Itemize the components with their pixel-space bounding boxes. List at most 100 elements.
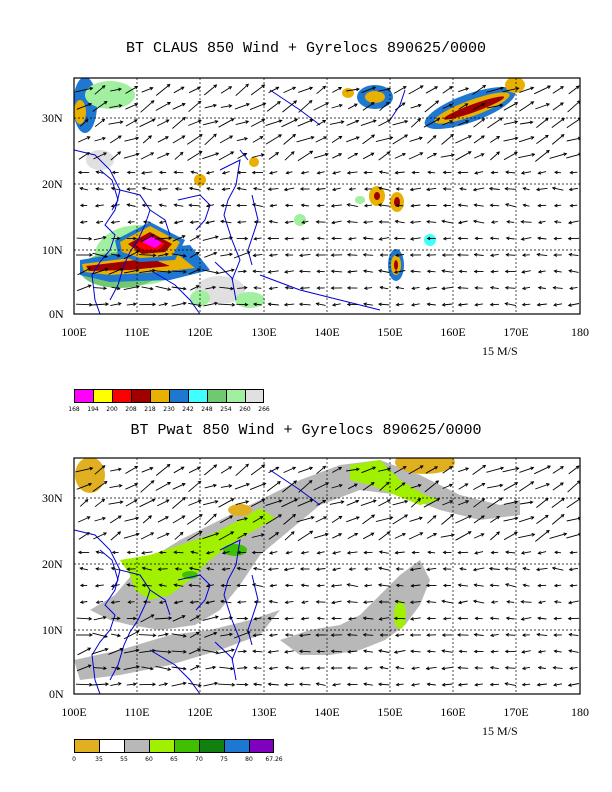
wind-arrow-head	[89, 253, 93, 257]
wind-arrow	[364, 584, 373, 587]
wind-arrow	[535, 150, 550, 162]
wind-arrow-head	[196, 235, 201, 239]
wind-arrow	[570, 204, 578, 207]
wind-arrow	[127, 584, 136, 587]
wind-arrow	[110, 302, 121, 307]
wind-arrow-head	[354, 532, 359, 537]
wind-arrow	[79, 499, 89, 507]
wind-arrow-head	[251, 550, 256, 555]
wind-arrow-head	[220, 219, 224, 224]
wind-arrow	[269, 220, 278, 224]
wind-arrow	[395, 254, 405, 256]
wind-arrow	[410, 601, 421, 603]
wind-arrow	[174, 171, 184, 174]
wind-arrow-head	[110, 220, 115, 225]
wind-arrow	[395, 600, 405, 604]
wind-arrow-head	[474, 682, 479, 687]
wind-arrow	[299, 253, 311, 257]
wind-arrow	[111, 584, 120, 587]
wind-arrow	[154, 617, 172, 620]
wind-arrow-head	[395, 682, 400, 687]
wind-arrow-head	[150, 234, 155, 238]
wind-arrow-head	[284, 203, 289, 208]
wind-arrow-head	[346, 170, 351, 175]
wind-arrow	[79, 187, 89, 191]
wind-arrow	[396, 683, 404, 686]
wind-arrow	[301, 171, 309, 174]
wind-arrow-head	[267, 236, 272, 241]
wind-arrow-head	[315, 302, 320, 306]
wind-arrow	[347, 270, 358, 273]
wind-arrow-head	[151, 118, 156, 122]
wind-arrow-head	[546, 103, 550, 107]
wind-arrow	[538, 551, 547, 554]
wind-arrow-head	[290, 531, 295, 535]
bottom-legend-swatch	[224, 739, 249, 753]
wind-arrow-head	[426, 649, 431, 654]
wind-arrow	[284, 650, 294, 653]
wind-arrow-head	[465, 87, 470, 91]
wind-arrow	[379, 237, 390, 240]
wind-arrow	[268, 188, 279, 190]
wind-arrow	[522, 270, 531, 273]
wind-arrow	[139, 498, 155, 508]
wind-arrow	[222, 188, 231, 190]
wind-arrow	[475, 683, 483, 686]
wind-arrow-head	[228, 104, 233, 108]
wind-arrow	[490, 516, 500, 523]
wind-arrow-head	[236, 220, 241, 224]
wind-arrow-head	[205, 600, 210, 605]
wind-arrow	[522, 303, 531, 306]
wind-arrow-head	[411, 666, 416, 671]
wind-arrow	[205, 666, 216, 670]
wind-arrow	[142, 515, 152, 524]
wind-arrow-head	[230, 666, 235, 671]
wind-arrow-head	[537, 551, 542, 555]
wind-arrow-head	[457, 220, 462, 225]
wind-arrow-head	[149, 286, 154, 291]
wind-arrow	[111, 253, 121, 257]
wind-arrow-head	[261, 84, 266, 88]
wind-arrow	[408, 85, 424, 95]
wind-arrow-head	[189, 600, 194, 605]
wind-arrow-head	[316, 550, 321, 555]
wind-arrow	[155, 650, 171, 653]
wind-arrow-head	[230, 118, 235, 122]
top-map-frame	[73, 77, 581, 315]
wind-arrow-head	[152, 253, 157, 258]
wind-arrow-head	[468, 135, 472, 139]
wind-arrow-head	[480, 153, 485, 157]
wind-arrow	[265, 499, 282, 507]
wind-arrow	[331, 650, 343, 653]
wind-arrow	[283, 86, 296, 94]
wind-arrow-head	[300, 236, 305, 241]
wind-arrow-head	[181, 103, 186, 107]
wind-arrow-head	[244, 236, 249, 241]
wind-arrow	[440, 154, 455, 158]
wind-arrow-head	[315, 682, 320, 686]
wind-arrow	[503, 121, 518, 125]
wind-arrow	[518, 136, 534, 143]
wind-arrow-head	[253, 616, 258, 621]
wind-arrow	[315, 136, 327, 143]
wind-arrow-head	[283, 187, 288, 192]
wind-arrow	[393, 86, 407, 94]
wind-arrow-head	[504, 649, 509, 654]
wind-arrow	[455, 151, 472, 161]
wind-arrow	[521, 551, 532, 554]
wind-arrow-head	[426, 253, 430, 257]
wind-arrow	[329, 121, 344, 125]
wind-arrow-head	[188, 203, 193, 208]
wind-arrow	[537, 253, 548, 257]
wind-arrow	[123, 630, 140, 640]
wind-arrow-head	[378, 220, 383, 224]
wind-arrow	[123, 665, 140, 671]
wind-arrow	[380, 666, 389, 670]
bottom-legend-tick-label: 55	[120, 756, 128, 763]
wind-arrow	[520, 121, 533, 125]
wind-arrow-head	[293, 100, 298, 104]
wind-arrow	[505, 188, 517, 190]
wind-arrow	[427, 515, 437, 524]
wind-arrow	[253, 683, 262, 686]
wind-arrow	[392, 500, 408, 506]
